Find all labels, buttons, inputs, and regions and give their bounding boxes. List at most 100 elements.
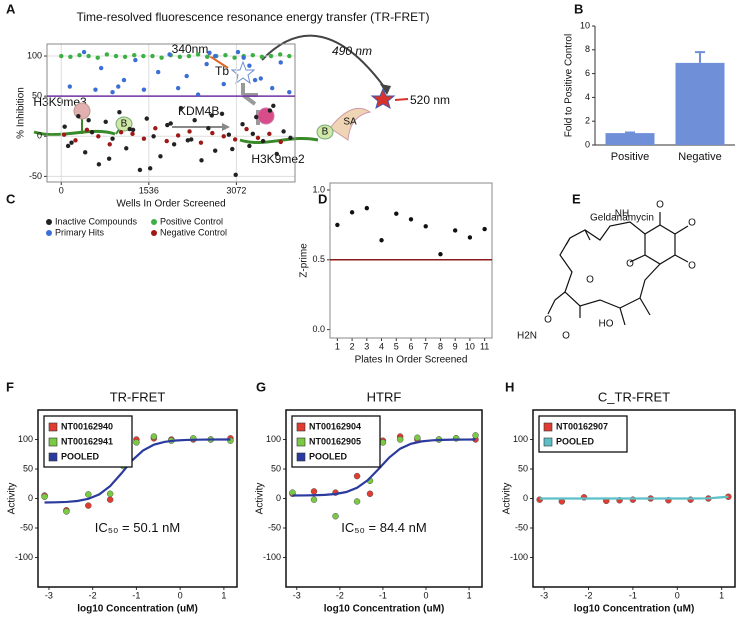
- data-point: [241, 55, 246, 60]
- y-tick-label: -50: [268, 522, 281, 532]
- y-tick-label: 1.0: [312, 184, 325, 194]
- data-point: [204, 61, 209, 67]
- data-point: [164, 138, 169, 144]
- data-point: [212, 148, 218, 153]
- y-axis-label: Activity: [502, 483, 513, 515]
- biotin: [316, 124, 334, 140]
- legend-label: NT00162904: [309, 421, 361, 431]
- peptide: [33, 129, 116, 137]
- x-tick-label: 6: [408, 341, 413, 351]
- x-tick-label: 4: [379, 341, 384, 351]
- data-point: [379, 238, 384, 243]
- legend-box: [538, 415, 628, 453]
- y-tick-label: 6: [585, 68, 590, 78]
- data-point: [106, 156, 112, 161]
- data-point: [110, 136, 115, 141]
- data-point: [116, 84, 121, 89]
- legend-marker: [543, 422, 553, 432]
- data-point: [267, 131, 272, 137]
- data-point: [175, 133, 181, 138]
- data-point: [244, 126, 249, 132]
- chart-title: TR-FRET: [110, 389, 166, 404]
- y-tick-label: 0: [276, 493, 281, 503]
- data-point: [132, 53, 137, 58]
- legend-label: NT00162941: [61, 436, 113, 446]
- panel-label: A: [6, 1, 16, 16]
- x-tick-label: 3: [364, 341, 369, 351]
- donor-star: [230, 60, 256, 85]
- x-tick-label: -2: [89, 590, 97, 600]
- annotation: IC₅₀ = 50.1 nM: [95, 520, 180, 535]
- data-point: [141, 53, 146, 59]
- x-tick-label: 1: [335, 341, 340, 351]
- fit-curve: [292, 438, 476, 497]
- data-point: [187, 129, 192, 134]
- x-tick-label: -3: [540, 590, 548, 600]
- diagram-label: KDM4B: [178, 104, 219, 118]
- y-tick-label: 8: [585, 44, 590, 54]
- error-bar: [695, 51, 705, 63]
- x-tick-label: 0: [423, 590, 428, 600]
- data-point: [349, 210, 355, 215]
- data-point: [221, 134, 226, 139]
- data-point: [223, 53, 228, 58]
- legend-marker: [296, 422, 306, 432]
- bar: [675, 62, 725, 145]
- data-point: [107, 142, 112, 147]
- atom: HO: [599, 319, 614, 330]
- data-point: [141, 136, 147, 141]
- data-point: [366, 490, 374, 498]
- x-tick-label: -3: [45, 590, 53, 600]
- data-point: [85, 491, 92, 498]
- x-tick-label: -2: [584, 590, 592, 600]
- atom: O: [688, 218, 696, 229]
- data-point: [61, 132, 67, 137]
- data-point: [147, 166, 153, 171]
- transfer-arrow: [261, 34, 386, 89]
- data-point: [271, 103, 276, 108]
- data-point: [177, 54, 183, 60]
- data-point: [65, 143, 71, 149]
- data-point: [269, 85, 275, 91]
- x-tick-label: Positive: [611, 151, 650, 163]
- bonds: [547, 212, 689, 326]
- error-bar: [625, 131, 635, 134]
- y-tick-label: 50: [32, 91, 42, 101]
- data-point: [423, 224, 428, 229]
- data-point: [69, 140, 74, 145]
- panel-label: E: [572, 191, 581, 206]
- panel-label: H: [505, 379, 514, 394]
- data-point: [186, 53, 192, 59]
- x-tick-label: 1: [719, 590, 724, 600]
- panel-label: F: [6, 379, 14, 394]
- diagram-label: H3K9me2: [251, 152, 305, 166]
- legend-label: NT00162940: [61, 421, 113, 431]
- data-point: [84, 127, 90, 133]
- data-point: [472, 432, 479, 439]
- diagram-label: Tb: [215, 64, 229, 78]
- legend-marker: [48, 437, 58, 447]
- data-point: [232, 137, 238, 142]
- data-point: [141, 87, 147, 92]
- data-point: [106, 490, 114, 498]
- bar: [605, 133, 655, 145]
- data-point: [467, 235, 473, 240]
- data-point: [85, 502, 92, 509]
- data-point: [353, 472, 361, 480]
- data-point: [110, 89, 115, 95]
- atom: O: [562, 331, 570, 342]
- data-point: [226, 132, 232, 137]
- data-point: [260, 138, 266, 144]
- data-point: [62, 124, 67, 129]
- data-point: [247, 143, 252, 149]
- legend-label: POOLED: [61, 451, 100, 461]
- data-point: [209, 113, 214, 118]
- legend-label: NT00162907: [556, 421, 608, 431]
- x-tick-label: 1: [467, 590, 472, 600]
- x-tick-label: 8: [438, 341, 443, 351]
- data-point: [258, 76, 263, 81]
- y-axis-label: Fold to Positive Control: [564, 34, 575, 137]
- arrow: [394, 98, 409, 101]
- data-point: [221, 81, 226, 87]
- data-point: [73, 138, 78, 143]
